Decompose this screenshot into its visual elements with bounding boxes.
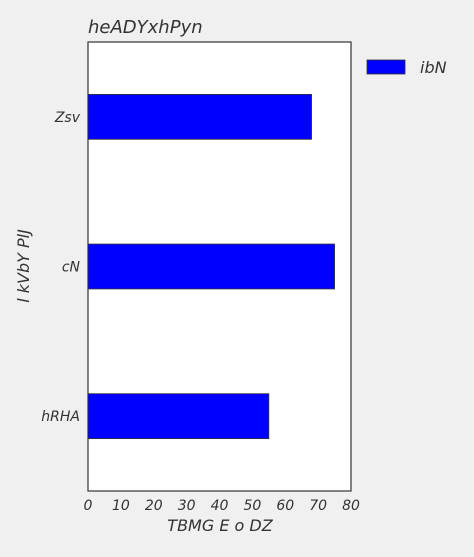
- x-tick-label: 30: [178, 498, 196, 514]
- x-tick-label: 70: [309, 498, 327, 514]
- legend: ibN: [366, 58, 447, 77]
- y-tick-labels: Zsv cN hRHA: [41, 110, 80, 425]
- x-tick-label: 50: [243, 498, 261, 514]
- legend-label-ibN: ibN: [420, 58, 447, 77]
- x-tick-label: 80: [342, 498, 360, 514]
- x-axis-label: TBMG E o DZ: [167, 516, 273, 535]
- x-tick-label: 0: [84, 498, 93, 514]
- bars-layer: [87, 93, 335, 440]
- x-tick-labels: 0 10 20 30 40 50 60 70 80: [84, 498, 360, 514]
- y-tick-label: hRHA: [41, 409, 80, 425]
- x-tick-label: 20: [145, 498, 163, 514]
- y-tick-label: Zsv: [54, 110, 81, 126]
- legend-swatch-ibN: [366, 59, 406, 75]
- bar-hRHA: [87, 393, 270, 440]
- chart-title: heADYxhPyn: [88, 17, 203, 38]
- bar-Zsv: [87, 93, 312, 140]
- x-tick-label: 60: [276, 498, 294, 514]
- y-axis-label: l kVbY PlJ: [14, 229, 33, 303]
- bar-cN: [87, 243, 335, 290]
- x-tick-label: 40: [211, 498, 229, 514]
- y-tick-label: cN: [62, 260, 81, 276]
- x-tick-label: 10: [112, 498, 130, 514]
